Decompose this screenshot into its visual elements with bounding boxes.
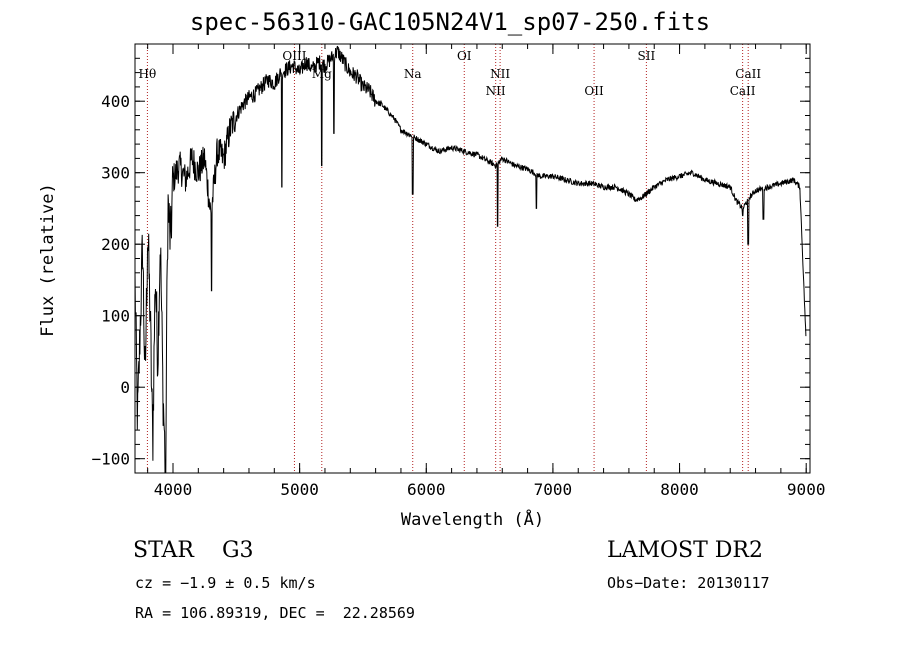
- spectral-line-label: Hθ: [139, 67, 157, 81]
- y-tick-label: 0: [120, 378, 130, 397]
- y-tick-label: 200: [101, 235, 130, 254]
- spectrum-line: [134, 45, 807, 474]
- spectral-line-label: CaII: [735, 67, 761, 81]
- axis-ticks: 4000 5000 6000 7000 8000 9000 −100 0 100 200 300 40…: [91, 44, 825, 499]
- spectrum-series: [134, 45, 807, 474]
- y-tick-label: 100: [101, 307, 130, 326]
- object-class: STAR G3: [133, 538, 254, 563]
- coordinates-readout: RA = 106.89319, DEC = 22.28569: [135, 604, 415, 622]
- x-tick-label: 4000: [154, 480, 193, 499]
- x-tick-label: 8000: [660, 480, 699, 499]
- observation-date: Obs−Date: 20130117: [607, 574, 770, 592]
- survey-name: LAMOST DR2: [607, 538, 763, 563]
- spectral-line-label: OI: [457, 49, 472, 63]
- spectral-line-labels: Hθ OIII Mg Na OI NII NII OII SII CaII CaII: [139, 49, 762, 98]
- x-tick-label: 5000: [280, 480, 319, 499]
- spectral-line-label: Mg: [312, 67, 332, 81]
- velocity-readout: cz = −1.9 ± 0.5 km/s: [135, 574, 316, 592]
- spectral-line-label: OII: [584, 84, 604, 98]
- spectral-line-label: Na: [404, 67, 422, 81]
- y-tick-label: 300: [101, 164, 130, 183]
- y-tick-label: −100: [91, 450, 130, 469]
- spectral-line-markers: [146, 44, 749, 473]
- spectral-line-label: CaII: [730, 84, 756, 98]
- spectral-line-label: SII: [638, 49, 656, 63]
- x-tick-label: 6000: [407, 480, 446, 499]
- y-tick-label: 400: [101, 92, 130, 111]
- x-axis-label: Wavelength (Å): [400, 510, 545, 530]
- spectral-line-label: NII: [490, 67, 510, 81]
- plot-frame: [134, 43, 811, 474]
- spectral-line-label: OIII: [282, 49, 306, 63]
- x-tick-label: 9000: [787, 480, 826, 499]
- chart-title: spec-56310-GAC105N24V1_sp07-250.fits: [189, 8, 711, 36]
- y-axis-label: Flux (relative): [38, 183, 58, 337]
- spectral-line-label: NII: [486, 84, 506, 98]
- x-tick-label: 7000: [534, 480, 573, 499]
